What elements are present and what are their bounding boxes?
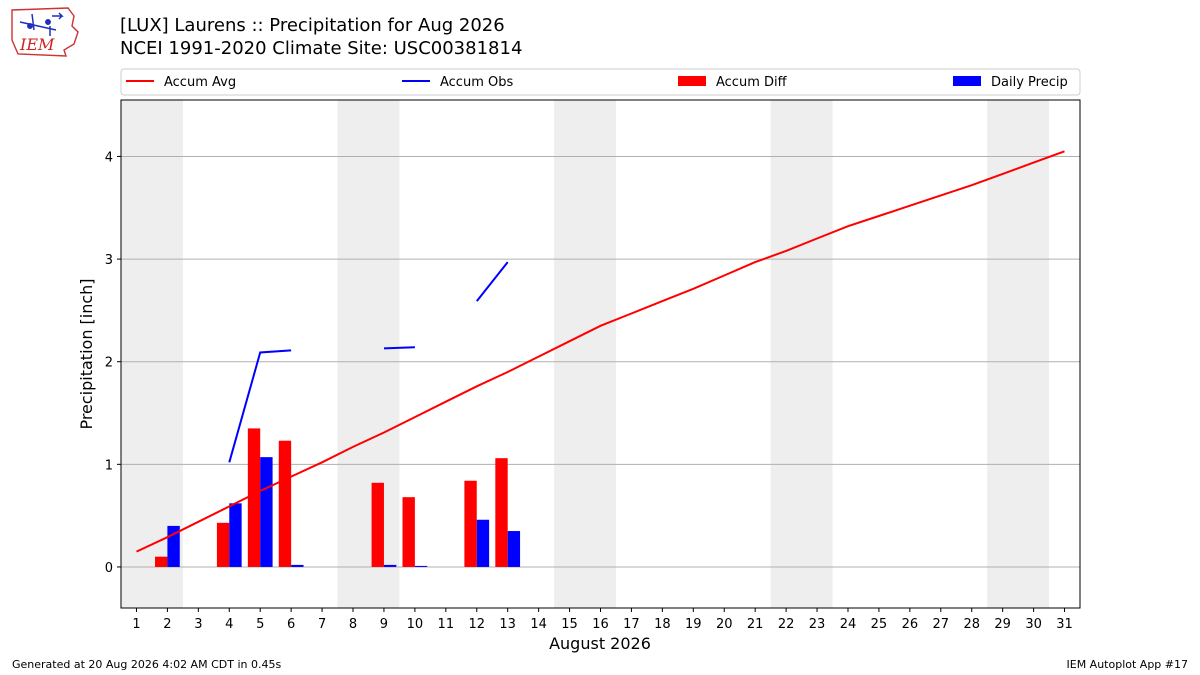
x-tick-label-14: 14	[530, 617, 547, 632]
x-tick-label-31: 31	[1056, 617, 1073, 632]
x-tick-label-9: 9	[380, 617, 388, 632]
x-axis-ticks: 1 2 3 4 5 6 7 8 9 10 11 12 13 14 15 16 17 18 19 20 21 22 23 24 2…	[132, 608, 1073, 632]
app-credit: IEM Autoplot App #17	[1067, 658, 1189, 671]
x-tick-label-26: 26	[902, 617, 919, 632]
legend-label-accum-diff: Accum Diff	[716, 75, 788, 90]
daily-precip-bar-day-13	[507, 531, 521, 567]
accum-diff-bar-day-9	[371, 482, 384, 567]
logo-text: IEM	[19, 35, 55, 54]
accum-diff-bar-day-4	[216, 522, 230, 567]
chart-title: [LUX] Laurens :: Precipitation for Aug 2…	[120, 15, 505, 36]
daily-precip-bar-day-6	[291, 564, 304, 567]
grid-lines	[121, 155, 1080, 568]
iem-logo: IEM	[11, 7, 79, 57]
daily-precip-bar-day-12	[476, 519, 490, 567]
weekend-band-22-23	[770, 100, 833, 608]
accum-diff-bar-day-10	[402, 497, 415, 567]
x-tick-label-29: 29	[994, 617, 1011, 632]
x-axis-label: August 2026	[549, 634, 651, 653]
x-tick-label-2: 2	[163, 617, 171, 632]
x-tick-label-3: 3	[194, 617, 202, 632]
accum-diff-bar-day-2	[155, 556, 168, 567]
weekend-band-15-16	[554, 100, 616, 608]
x-tick-label-16: 16	[592, 617, 609, 632]
accum-obs-line-segment-3	[476, 261, 509, 302]
legend-swatch-accum-diff	[678, 76, 706, 86]
y-tick-label-2: 2	[105, 356, 113, 371]
x-tick-label-8: 8	[349, 617, 357, 632]
accum-diff-bar-day-5	[247, 428, 261, 567]
x-tick-label-19: 19	[685, 617, 702, 632]
x-tick-label-5: 5	[256, 617, 264, 632]
chart-subtitle: NCEI 1991-2020 Climate Site: USC00381814	[120, 38, 522, 59]
legend-swatch-daily-precip	[953, 76, 981, 86]
weekend-bands	[121, 100, 1050, 608]
weekend-band-1-2	[121, 100, 183, 608]
y-tick-label-3: 3	[105, 253, 113, 268]
x-tick-label-20: 20	[716, 617, 733, 632]
x-tick-label-17: 17	[623, 617, 640, 632]
x-tick-label-24: 24	[840, 617, 857, 632]
x-tick-label-4: 4	[225, 617, 233, 632]
accum-obs-line-segment-2	[383, 346, 415, 350]
generated-timestamp: Generated at 20 Aug 2026 4:02 AM CDT in …	[12, 658, 281, 671]
x-tick-label-10: 10	[407, 617, 424, 632]
y-tick-label-1: 1	[105, 458, 113, 473]
x-tick-label-21: 21	[747, 617, 764, 632]
weekend-band-8-9	[337, 100, 400, 608]
weather-station-icon	[19, 12, 64, 36]
bars	[155, 428, 521, 567]
daily-precip-bar-day-9	[383, 564, 397, 567]
x-tick-label-11: 11	[438, 617, 455, 632]
x-tick-label-1: 1	[132, 617, 140, 632]
y-axis-label: Precipitation [inch]	[77, 278, 96, 429]
x-tick-label-22: 22	[778, 617, 795, 632]
lines	[136, 150, 1065, 553]
daily-precip-bar-day-5	[260, 457, 273, 567]
accum-avg-line	[136, 150, 1065, 553]
y-tick-label-4: 4	[105, 150, 113, 165]
accum-diff-bar-day-13	[495, 458, 508, 567]
x-tick-label-28: 28	[963, 617, 980, 632]
x-tick-label-23: 23	[809, 617, 826, 632]
x-tick-label-6: 6	[287, 617, 295, 632]
legend-label-daily-precip: Daily Precip	[991, 75, 1068, 90]
y-tick-label-0: 0	[105, 561, 113, 576]
x-tick-label-13: 13	[499, 617, 516, 632]
legend-box	[120, 68, 1081, 96]
daily-precip-bar-day-4	[229, 503, 242, 567]
daily-precip-bar-day-10	[414, 565, 428, 567]
legend: Accum Avg Accum Obs Accum Diff Daily Pre…	[120, 68, 1081, 96]
x-tick-label-15: 15	[561, 617, 578, 632]
y-axis-ticks: 0 1 2 3 4	[105, 150, 121, 576]
x-tick-label-7: 7	[318, 617, 326, 632]
x-tick-label-27: 27	[933, 617, 950, 632]
x-tick-label-18: 18	[654, 617, 671, 632]
weekend-band-29-30	[987, 100, 1050, 608]
x-tick-label-30: 30	[1025, 617, 1042, 632]
accum-obs-line-segment-1	[228, 349, 292, 463]
accum-diff-bar-day-6	[278, 440, 292, 567]
accum-diff-bar-day-12	[464, 480, 477, 567]
x-tick-label-25: 25	[871, 617, 888, 632]
legend-label-accum-obs: Accum Obs	[440, 75, 513, 90]
iowa-state-outline	[11, 7, 79, 57]
x-tick-label-12: 12	[468, 617, 485, 632]
legend-label-accum-avg: Accum Avg	[164, 75, 236, 90]
